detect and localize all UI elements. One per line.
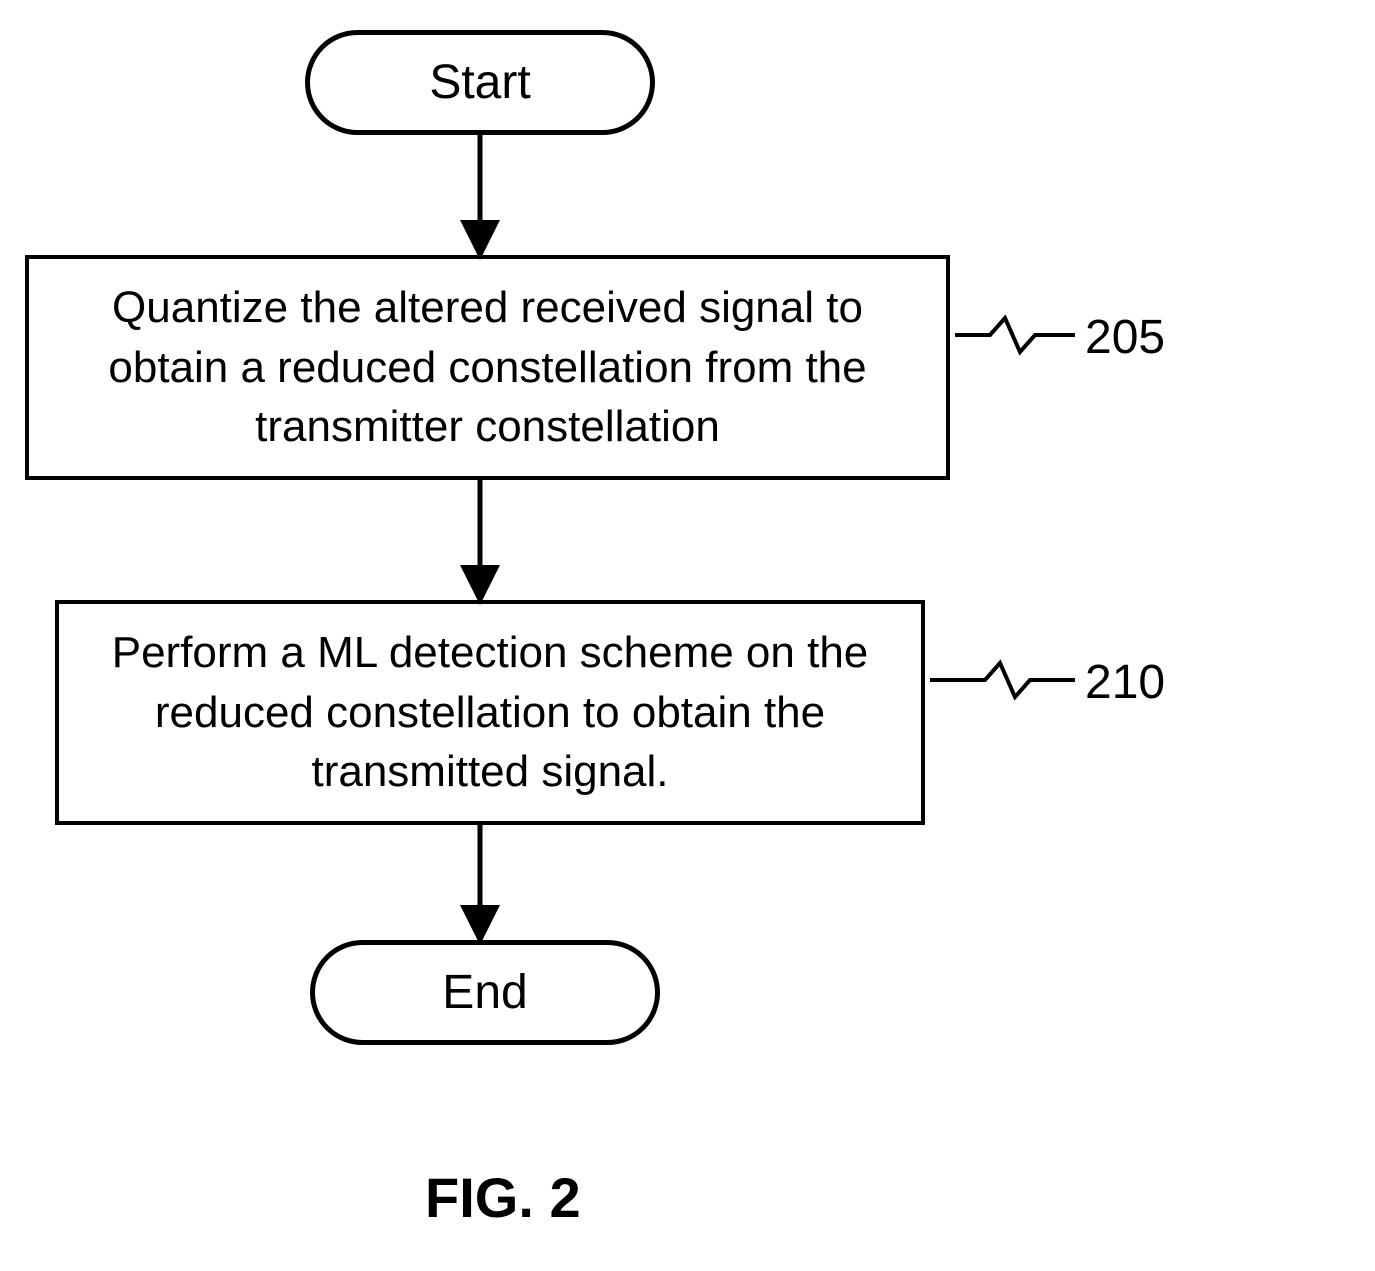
ref-connector-210 <box>930 663 1075 697</box>
arrows-svg <box>0 0 1375 1271</box>
flowchart-canvas: Start Quantize the altered received sign… <box>0 0 1375 1271</box>
ref-connector-205 <box>955 318 1075 352</box>
